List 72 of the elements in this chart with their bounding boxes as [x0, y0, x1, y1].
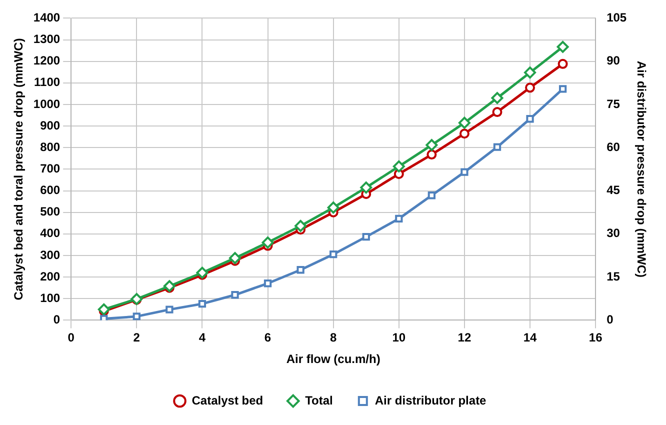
point — [491, 92, 504, 104]
point — [327, 202, 340, 214]
x-tick-label: 2 — [133, 330, 140, 345]
x-tick-label: 16 — [588, 330, 603, 345]
point — [459, 128, 470, 139]
point — [231, 291, 239, 299]
y-tick-label: 800 — [40, 140, 60, 154]
y-tick-label: 500 — [40, 204, 60, 219]
point — [526, 115, 534, 123]
point — [426, 150, 437, 160]
y-tick-label: 400 — [40, 226, 60, 240]
point — [264, 280, 272, 288]
legend-label: Air distributor plate — [374, 393, 487, 408]
y2-tick-label: 60 — [606, 140, 620, 154]
point — [198, 300, 206, 308]
point — [392, 160, 405, 172]
y-tick-label: 700 — [40, 162, 60, 176]
y2-tick-label: 30 — [606, 226, 620, 240]
x-tick-label: 12 — [458, 330, 472, 345]
point — [228, 252, 241, 264]
y-tick-label: 100 — [40, 290, 60, 305]
y2-tick-label: 0 — [606, 312, 614, 327]
y-tick-label: 900 — [40, 118, 60, 132]
x-tick-label: 4 — [198, 330, 206, 345]
point — [294, 220, 307, 232]
point — [330, 250, 338, 258]
point — [132, 312, 140, 320]
y-tick-label: 1100 — [34, 75, 60, 90]
point — [362, 232, 370, 241]
point — [556, 40, 569, 53]
y-tick-label: 1300 — [33, 32, 60, 46]
point — [493, 143, 502, 151]
y-tick-label: 1000 — [33, 96, 60, 111]
point — [98, 303, 110, 316]
point — [163, 280, 176, 292]
point — [525, 82, 536, 93]
point — [395, 214, 403, 222]
point — [100, 314, 108, 320]
y-tick-label: 300 — [40, 248, 60, 262]
y-axis-title: Catalyst bed and toral pressure drop (mmWC) — [12, 38, 26, 300]
y2-tick-label: 75 — [606, 96, 620, 111]
point — [426, 139, 438, 152]
y2-tick-label: 15 — [606, 269, 620, 284]
point — [558, 85, 567, 93]
point — [492, 107, 502, 118]
x-tick-label: 10 — [392, 330, 406, 345]
legend-label: Catalyst bed — [192, 393, 264, 408]
point — [360, 182, 372, 194]
y-tick-label: 600 — [40, 183, 60, 198]
y2-tick-label: 90 — [606, 54, 620, 68]
point — [460, 168, 468, 176]
y-tick-label: 200 — [40, 269, 60, 284]
x-tick-label: 8 — [330, 330, 337, 345]
point — [458, 116, 470, 129]
y-tick-label: 1400 — [33, 10, 60, 25]
x-tick-label: 6 — [264, 330, 272, 345]
x-tick-label: 14 — [523, 330, 538, 345]
y2-axis-title: Air distributor pressure drop (mmWC) — [634, 60, 648, 278]
y-tick-label: 0 — [53, 312, 60, 327]
x-axis-title: Air flow (cu.m/h) — [286, 352, 380, 366]
point — [428, 192, 436, 200]
point — [166, 306, 174, 314]
y2-tick-label: 105 — [606, 10, 627, 25]
point — [262, 236, 274, 249]
point — [196, 266, 208, 279]
y2-tick-label: 45 — [606, 183, 620, 198]
legend-label: Total — [305, 393, 333, 408]
point — [524, 66, 536, 79]
y-tick-label: 1200 — [33, 54, 60, 68]
point — [558, 58, 568, 69]
x-tick-label: 0 — [68, 330, 75, 345]
point — [296, 266, 304, 274]
